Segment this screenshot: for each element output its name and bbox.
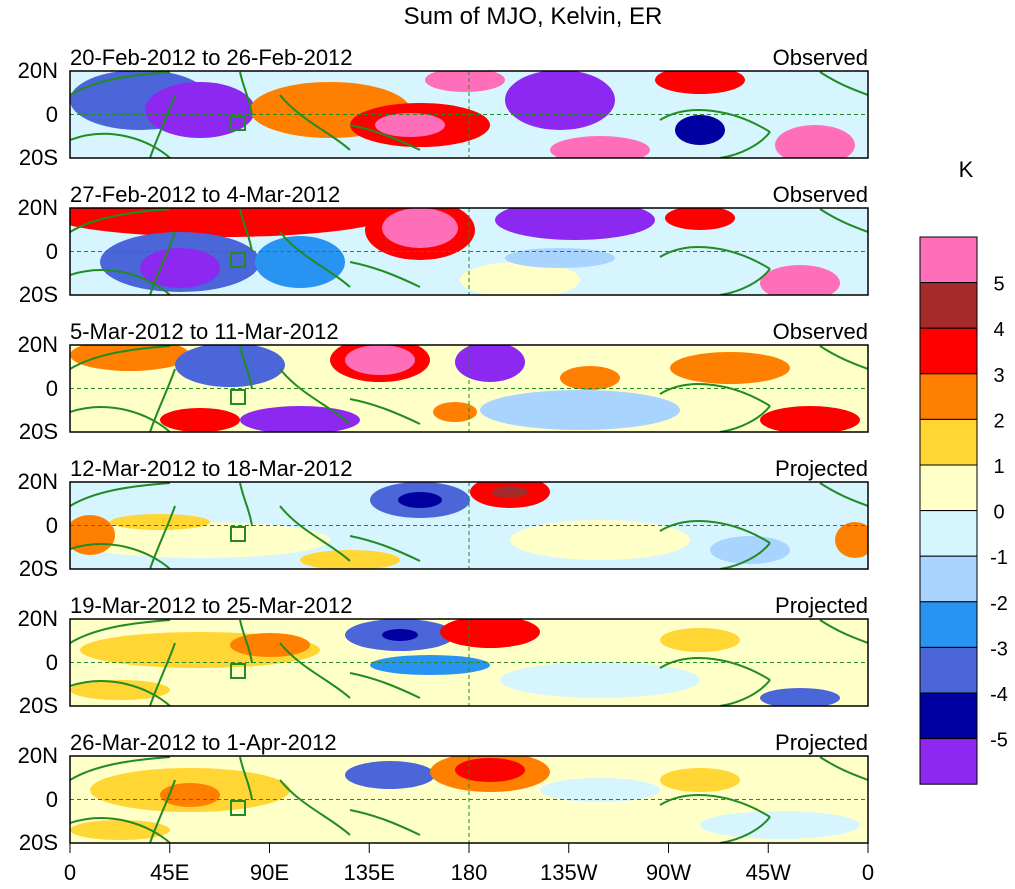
map-panel: 19-Mar-2012 to 25-Mar-2012 Projected (18, 593, 869, 718)
lon-tick-label: 90W (646, 860, 691, 885)
colorbar-label: 0 (993, 502, 1004, 524)
colorbar-label: 3 (993, 365, 1004, 387)
panel-status: Projected (775, 593, 868, 618)
map-panel: 5-Mar-2012 to 11-Mar-2012 Observed (18, 319, 869, 444)
anomaly-field (70, 482, 868, 569)
lat-label-equator: 0 (46, 102, 58, 127)
colorbar-swatch (919, 327, 978, 375)
colorbar-swatch (919, 418, 978, 466)
colorbar-label: -4 (990, 684, 1008, 706)
panel-status: Observed (773, 319, 868, 344)
colorbar-swatch (919, 601, 978, 648)
panel-date-range: 5-Mar-2012 to 11-Mar-2012 (70, 319, 339, 344)
lat-label-south: 20S (19, 145, 58, 170)
lat-label-equator: 0 (46, 787, 58, 812)
panel-date-range: 26-Mar-2012 to 1-Apr-2012 (70, 730, 337, 755)
colorbar-label: 4 (993, 319, 1004, 341)
lat-label-north: 20N (18, 606, 58, 631)
coastlines (70, 345, 868, 432)
lon-tick-label: 45E (150, 860, 189, 885)
panel-date-range: 20-Feb-2012 to 26-Feb-2012 (70, 45, 353, 70)
mark-square (230, 389, 246, 405)
colorbar: 5 4 3 2 1 0 -1 -2 -3 -4 -5 (919, 236, 1008, 785)
lat-label-south: 20S (19, 830, 58, 855)
map-panel: 26-Mar-2012 to 1-Apr-2012 Projected (18, 730, 869, 855)
anomaly-field (70, 208, 868, 295)
lon-tick-label: 180 (451, 860, 488, 885)
colorbar-label: 5 (993, 274, 1004, 296)
map-panel: 20-Feb-2012 to 26-Feb-2012 Observed (18, 45, 869, 170)
lat-label-north: 20N (18, 469, 58, 494)
coastlines (70, 619, 868, 706)
colorbar-swatch (919, 738, 978, 785)
lon-tick-label: 135E (344, 860, 395, 885)
lon-tick-label: 0 (862, 860, 874, 885)
lat-label-south: 20S (19, 419, 58, 444)
lat-label-equator: 0 (46, 650, 58, 675)
mark-square (230, 800, 246, 816)
colorbar-swatch (919, 236, 978, 284)
mark-square (230, 252, 246, 268)
lat-label-north: 20N (18, 332, 58, 357)
colorbar-swatch (919, 510, 978, 557)
colorbar-swatch (919, 555, 978, 603)
panel-date-range: 19-Mar-2012 to 25-Mar-2012 (70, 593, 352, 618)
panel-frame (69, 207, 869, 296)
lat-label-south: 20S (19, 556, 58, 581)
lon-tick-label: 45W (746, 860, 791, 885)
coastlines (70, 482, 868, 569)
lon-tick-label: 90E (250, 860, 289, 885)
lat-label-equator: 0 (46, 376, 58, 401)
panel-status: Observed (773, 45, 868, 70)
longitude-axis: 0 45E 90E 135E 180 135W 90W 45W 0 (64, 843, 874, 885)
mark-square (230, 115, 246, 131)
lon-tick-label: 0 (64, 860, 76, 885)
panel-date-range: 12-Mar-2012 to 18-Mar-2012 (70, 456, 352, 481)
colorbar-swatch (919, 646, 978, 694)
mark-square (230, 526, 246, 542)
coastlines (70, 71, 868, 158)
colorbar-label: -2 (990, 593, 1008, 615)
colorbar-units: K (959, 157, 974, 182)
lat-label-equator: 0 (46, 513, 58, 538)
lat-label-equator: 0 (46, 239, 58, 264)
figure-title: Sum of MJO, Kelvin, ER (404, 3, 663, 30)
coastlines (70, 756, 868, 843)
panel-status: Projected (775, 730, 868, 755)
panel-frame (69, 70, 869, 159)
map-panel: 12-Mar-2012 to 18-Mar-2012 Projected (18, 456, 869, 581)
coastlines (70, 208, 868, 295)
colorbar-label: -1 (990, 547, 1008, 569)
colorbar-label: -5 (990, 730, 1008, 752)
panel-frame (69, 344, 869, 433)
colorbar-label: 1 (993, 456, 1004, 478)
lon-tick-label: 135W (540, 860, 598, 885)
panel-frame (69, 481, 869, 570)
lat-label-north: 20N (18, 743, 58, 768)
lat-label-south: 20S (19, 282, 58, 307)
lat-label-north: 20N (18, 58, 58, 83)
colorbar-label: -3 (990, 638, 1008, 660)
colorbar-swatch (919, 282, 978, 329)
panel-status: Projected (775, 456, 868, 481)
lat-label-north: 20N (18, 195, 58, 220)
colorbar-label: 2 (993, 410, 1004, 432)
colorbar-swatch (919, 692, 978, 740)
mark-square (230, 663, 246, 679)
colorbar-swatch (919, 373, 978, 420)
lat-label-south: 20S (19, 693, 58, 718)
colorbar-swatch (919, 464, 978, 512)
map-panel: 27-Feb-2012 to 4-Mar-2012 Observed (18, 182, 869, 307)
panel-status: Observed (773, 182, 868, 207)
panel-frame (69, 618, 869, 707)
panel-date-range: 27-Feb-2012 to 4-Mar-2012 (70, 182, 340, 207)
